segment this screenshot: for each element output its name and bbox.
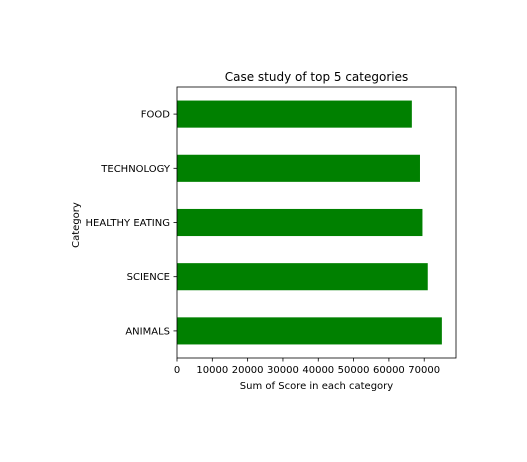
y-ticks: ANIMALS SCIENCE HEALTHY EATING TECHNOLOGY FO… xyxy=(86,110,177,337)
bar-science xyxy=(177,263,428,291)
y-tick-label-technology: TECHNOLOGY xyxy=(100,164,171,175)
bar-healthy-eating xyxy=(177,208,423,237)
x-ticks: 0 10000 20000 30000 40000 50000 60000 70000 xyxy=(174,358,440,376)
x-tick-label: 60000 xyxy=(373,365,405,376)
x-tick-label: 10000 xyxy=(196,365,228,376)
x-tick-label: 30000 xyxy=(267,365,299,376)
y-axis-label: Category xyxy=(71,202,82,248)
y-tick-label-food: FOOD xyxy=(141,110,170,121)
x-tick-label: 70000 xyxy=(408,365,440,376)
bar-animals xyxy=(177,317,442,345)
x-axis-label: Sum of Score in each category xyxy=(240,381,393,392)
x-tick-label: 20000 xyxy=(232,365,264,376)
bar-technology xyxy=(177,154,420,182)
y-tick-label-animals: ANIMALS xyxy=(125,326,170,337)
bars xyxy=(177,100,442,345)
x-tick-label: 40000 xyxy=(302,365,334,376)
x-tick-label: 0 xyxy=(174,365,180,376)
y-tick-label-healthy-eating: HEALTHY EATING xyxy=(86,218,170,229)
y-tick-label-science: SCIENCE xyxy=(127,272,170,283)
x-tick-label: 50000 xyxy=(338,365,370,376)
chart-title: Case study of top 5 categories xyxy=(225,70,409,84)
plot-frame xyxy=(176,86,457,359)
bar-food xyxy=(177,100,412,128)
